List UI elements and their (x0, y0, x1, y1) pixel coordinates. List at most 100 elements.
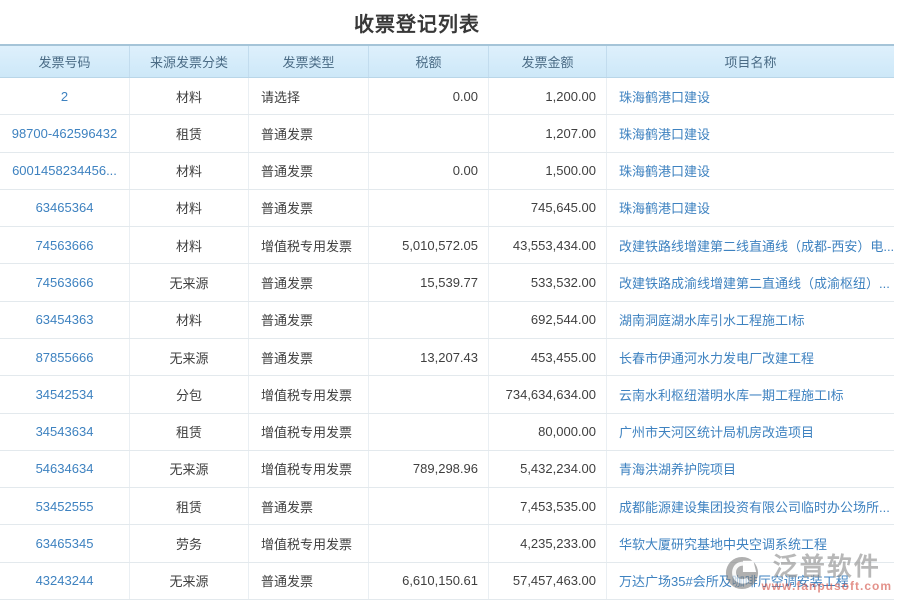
cell-invoice_type: 请选择 (249, 78, 369, 115)
cell-amount: 7,453,535.00 (489, 488, 607, 525)
cell-tax (369, 525, 489, 562)
table-row: 34542534 分包 增值税专用发票 734,634,634.00 云南水利枢纽潜明水… (0, 376, 894, 414)
cell-invoice_type: 普通发票 (249, 338, 369, 376)
cell-invoice_no[interactable]: 87855666 (0, 338, 130, 376)
cell-invoice_type: 增值税专用发票 (249, 525, 369, 562)
cell-tax: 5,010,572.05 (369, 227, 489, 264)
cell-amount: 745,645.00 (489, 189, 607, 227)
cell-category: 无来源 (130, 264, 249, 301)
cell-category: 劳务 (130, 525, 249, 562)
cell-project[interactable]: 万达广场35#会所及咖啡厅空调安装工程 (619, 574, 849, 590)
cell-invoice_type: 增值税专用发票 (249, 376, 369, 413)
cell-tax (369, 413, 489, 450)
cell-invoice_type: 增值税专用发票 (249, 450, 369, 488)
cell-category: 材料 (130, 189, 249, 227)
cell-invoice_no[interactable]: 54634634 (0, 450, 130, 488)
cell-category: 材料 (130, 152, 249, 189)
cell-project[interactable]: 成都能源建设集团投资有限公司临时办公场所... (619, 499, 890, 515)
cell-category: 分包 (130, 376, 249, 413)
cell-invoice_no[interactable]: 63465345 (0, 525, 130, 562)
cell-amount: 57,457,463.00 (489, 562, 607, 599)
column-header-invoice_no: 发票号码 (0, 46, 130, 77)
title-bar: 收票登记列表 (0, 0, 834, 44)
page-title: 收票登记列表 (354, 13, 480, 36)
cell-amount: 43,553,434.00 (489, 227, 607, 264)
table-row: 63454363 材料 普通发票 692,544.00 湖南洞庭湖水库引水工程施工I标 (0, 301, 894, 339)
cell-amount: 453,455.00 (489, 338, 607, 376)
cell-category: 租赁 (130, 488, 249, 525)
table-row: 53452555 租赁 普通发票 7,453,535.00 成都能源建设集团投资有限公司… (0, 488, 894, 526)
cell-invoice_no[interactable]: 53452555 (0, 488, 130, 525)
cell-project[interactable]: 湖南洞庭湖水库引水工程施工I标 (619, 313, 805, 329)
cell-invoice_no[interactable]: 74563666 (0, 264, 130, 301)
cell-project[interactable]: 珠海鹤港口建设 (619, 89, 711, 105)
cell-invoice_type: 普通发票 (249, 152, 369, 189)
cell-invoice_no[interactable]: 34542534 (0, 376, 130, 413)
cell-tax (369, 301, 489, 338)
table-row: 34543634 租赁 增值税专用发票 80,000.00 广州市天河区统计局机房改造项… (0, 413, 894, 451)
cell-category: 材料 (130, 227, 249, 264)
cell-category: 无来源 (130, 562, 249, 599)
column-header-category: 来源发票分类 (130, 46, 249, 77)
cell-invoice_type: 普通发票 (249, 189, 369, 227)
cell-invoice_no[interactable]: 6001458234456... (0, 152, 130, 189)
cell-project[interactable]: 改建铁路线增建第二线直通线（成都-西安）电... (619, 238, 894, 254)
cell-project[interactable]: 珠海鹤港口建设 (619, 164, 711, 180)
cell-invoice_type: 普通发票 (249, 562, 369, 599)
cell-tax (369, 376, 489, 413)
cell-project[interactable]: 云南水利枢纽潜明水库一期工程施工I标 (619, 387, 844, 403)
cell-invoice_no[interactable]: 34543634 (0, 413, 130, 450)
cell-amount: 734,634,634.00 (489, 376, 607, 413)
table-row: 54634634 无来源 增值税专用发票 789,298.96 5,432,234.00… (0, 450, 894, 489)
cell-tax: 13,207.43 (369, 338, 489, 376)
cell-invoice_no[interactable]: 98700-462596432 (0, 115, 130, 152)
cell-project[interactable]: 华软大厦研究基地中央空调系统工程 (619, 537, 828, 553)
table-row: 74563666 材料 增值税专用发票 5,010,572.05 43,553,434.… (0, 227, 894, 265)
invoice-table: 发票号码 来源发票分类 发票类型 税额 发票金额 项目名称 2 材料 请选择 0.00 1,200… (0, 44, 894, 600)
cell-invoice_no[interactable]: 2 (0, 78, 130, 115)
column-header-amount: 发票金额 (489, 46, 607, 77)
cell-category: 材料 (130, 78, 249, 115)
cell-amount: 1,500.00 (489, 152, 607, 189)
table-row: 63465364 材料 普通发票 745,645.00 珠海鹤港口建设 (0, 189, 894, 228)
cell-project[interactable]: 长春市伊通河水力发电厂改建工程 (619, 350, 815, 366)
cell-invoice_no[interactable]: 43243244 (0, 562, 130, 599)
table-row: 87855666 无来源 普通发票 13,207.43 453,455.00 长春市伊通河… (0, 338, 894, 377)
cell-project[interactable]: 珠海鹤港口建设 (619, 126, 711, 142)
cell-invoice_no[interactable]: 63465364 (0, 189, 130, 227)
cell-amount: 80,000.00 (489, 413, 607, 450)
cell-tax: 0.00 (369, 78, 489, 115)
cell-amount: 5,432,234.00 (489, 450, 607, 488)
table-header: 发票号码 来源发票分类 发票类型 税额 发票金额 项目名称 (0, 44, 894, 78)
cell-invoice_type: 增值税专用发票 (249, 227, 369, 264)
table-row: 43243244 无来源 普通发票 6,610,150.61 57,457,463.00… (0, 562, 894, 600)
cell-category: 无来源 (130, 450, 249, 488)
cell-amount: 533,532.00 (489, 264, 607, 301)
cell-category: 无来源 (130, 338, 249, 376)
cell-invoice_no[interactable]: 74563666 (0, 227, 130, 264)
cell-tax (369, 488, 489, 525)
cell-invoice_type: 普通发票 (249, 264, 369, 301)
cell-invoice_type: 普通发票 (249, 488, 369, 525)
table-body: 2 材料 请选择 0.00 1,200.00 珠海鹤港口建设 98700-462596432… (0, 78, 894, 600)
cell-project[interactable]: 青海洪湖养护院项目 (619, 462, 737, 478)
cell-project[interactable]: 珠海鹤港口建设 (619, 201, 711, 217)
cell-tax (369, 189, 489, 227)
cell-tax: 15,539.77 (369, 264, 489, 301)
cell-category: 租赁 (130, 413, 249, 450)
cell-invoice_type: 增值税专用发票 (249, 413, 369, 450)
cell-project[interactable]: 改建铁路成渝线增建第二直通线（成渝枢纽）... (619, 276, 890, 292)
cell-amount: 4,235,233.00 (489, 525, 607, 562)
cell-invoice_type: 普通发票 (249, 301, 369, 338)
cell-category: 租赁 (130, 115, 249, 152)
cell-amount: 1,207.00 (489, 115, 607, 152)
table-row: 98700-462596432 租赁 普通发票 1,207.00 珠海鹤港口建设 (0, 115, 894, 153)
cell-project[interactable]: 广州市天河区统计局机房改造项目 (619, 425, 815, 441)
cell-amount: 692,544.00 (489, 301, 607, 338)
cell-tax: 789,298.96 (369, 450, 489, 488)
cell-tax: 6,610,150.61 (369, 562, 489, 599)
cell-amount: 1,200.00 (489, 78, 607, 115)
table-row: 6001458234456... 材料 普通发票 0.00 1,500.00 珠海鹤港口建… (0, 152, 894, 190)
cell-invoice_no[interactable]: 63454363 (0, 301, 130, 338)
column-header-invoice_type: 发票类型 (249, 46, 369, 77)
